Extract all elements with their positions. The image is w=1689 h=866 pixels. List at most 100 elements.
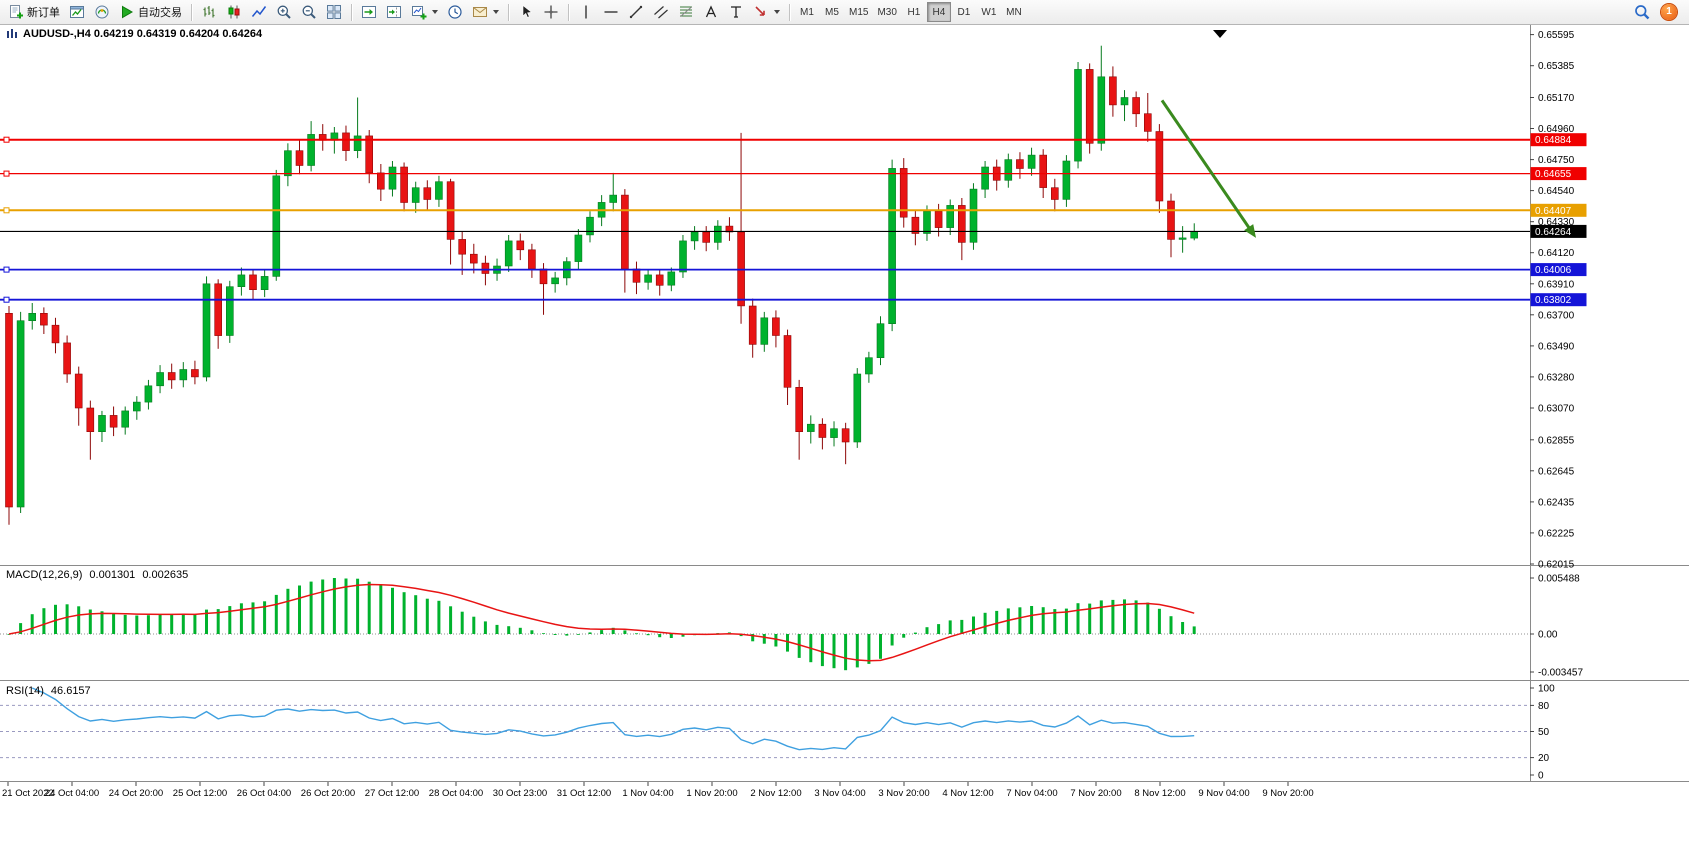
line-handle[interactable] [3, 136, 10, 143]
crosshair-button[interactable] [539, 2, 563, 22]
tile-windows-button[interactable] [322, 2, 346, 22]
timeframe-mn-button[interactable]: MN [1002, 2, 1026, 22]
toolbar-separator [508, 3, 509, 21]
label-button[interactable] [724, 2, 748, 22]
new-order-button[interactable]: 新订单 [4, 2, 64, 22]
zoom-out-button[interactable] [297, 2, 321, 22]
macd-bar [30, 614, 34, 634]
macd-bar [669, 634, 673, 638]
candle-up [16, 320, 25, 508]
search-button[interactable] [1630, 2, 1654, 22]
line-handle[interactable] [3, 207, 10, 214]
time-label: 27 Oct 12:00 [365, 788, 419, 799]
dropdown-caret-icon [774, 10, 780, 14]
timeframe-h1-button[interactable]: H1 [902, 2, 926, 22]
candle-up [353, 135, 362, 152]
macd-bar [449, 606, 453, 634]
price-label-text: 0.64407 [1535, 206, 1572, 217]
search-icon [1635, 5, 1650, 20]
candle-down [481, 262, 490, 274]
candle-down [63, 342, 71, 375]
main-toolbar: 新订单 自动交易 M1 M5 M15 M30 H1 H4 D1 W1 MN 1 [0, 0, 1689, 25]
timeframe-m15-button[interactable]: M15 [845, 2, 872, 22]
chart-shift-button[interactable] [382, 2, 406, 22]
macd-bar [274, 594, 278, 634]
timeframe-m5-button[interactable]: M5 [820, 2, 844, 22]
profiles-button[interactable] [90, 2, 114, 22]
candle-up [644, 274, 652, 283]
price-label-text: 0.64006 [1535, 265, 1572, 276]
arrows-button[interactable] [749, 2, 784, 22]
candle-down [342, 132, 350, 151]
new-chart-icon [412, 6, 427, 20]
timeframe-m1-button[interactable]: M1 [795, 2, 819, 22]
timeframe-h4-button[interactable]: H4 [926, 2, 951, 22]
candles-chart-button[interactable] [222, 2, 246, 22]
macd-bar [1064, 608, 1068, 634]
macd-bar [425, 598, 429, 634]
macd-bar [658, 634, 662, 638]
autotrade-button[interactable]: 自动交易 [115, 2, 186, 22]
cursor-button[interactable] [514, 2, 538, 22]
macd-bar [995, 610, 999, 634]
line-chart-button[interactable] [247, 2, 271, 22]
time-label: 1 Nov 04:00 [622, 788, 673, 799]
fibonacci-button[interactable] [674, 2, 698, 22]
timeframe-d1-button[interactable]: D1 [952, 2, 976, 22]
macd-bar [193, 614, 197, 634]
candle-up [435, 181, 443, 200]
rsi-axis[interactable]: 100 80 50 20 0 [1530, 684, 1555, 782]
toolbar-separator [191, 3, 192, 21]
crosshair-icon [544, 5, 558, 19]
play-icon [122, 5, 133, 19]
timeframe-w1-button[interactable]: W1 [977, 2, 1001, 22]
candle-down [109, 415, 118, 428]
channel-button[interactable] [649, 2, 673, 22]
macd-axis[interactable]: 0.005488 0.00 -0.003457 [1530, 574, 1583, 679]
charts-window-button[interactable] [65, 2, 89, 22]
vertical-line-button[interactable] [574, 2, 598, 22]
macd-bar [879, 634, 882, 659]
notification-badge[interactable]: 1 [1661, 4, 1677, 20]
price-chart[interactable]: 0.65595 0.65385 0.65170 0.64960 0.64750 0.645… [0, 25, 1689, 866]
macd-bar [135, 615, 139, 634]
price-tick-label: 0.62435 [1538, 497, 1575, 508]
line-handle[interactable] [3, 296, 10, 303]
macd-bar [367, 581, 371, 634]
bars-chart-button[interactable] [197, 2, 221, 22]
macd-bar [983, 612, 987, 634]
period-clock-button[interactable] [443, 2, 467, 22]
macd-bar [1030, 606, 1034, 634]
price-label-text: 0.64264 [1535, 227, 1572, 238]
templates-button[interactable] [468, 2, 503, 22]
price-label-text: 0.64884 [1535, 135, 1572, 146]
price-axis[interactable]: 0.65595 0.65385 0.65170 0.64960 0.64750 0.645… [1530, 30, 1575, 571]
macd-bar [205, 609, 208, 634]
horizontal-line-button[interactable] [599, 2, 623, 22]
trendline-button[interactable] [624, 2, 648, 22]
time-label: 24 Oct 20:00 [109, 788, 163, 799]
candle-up [260, 276, 269, 290]
zoom-in-button[interactable] [272, 2, 296, 22]
line-chart-icon [251, 6, 267, 17]
candle-down [249, 274, 257, 290]
line-handle[interactable] [3, 170, 10, 177]
macd-bar [123, 614, 127, 634]
trend-arrow[interactable] [1160, 99, 1253, 232]
chart-area: 0.65595 0.65385 0.65170 0.64960 0.64750 0.645… [0, 25, 1689, 866]
price-tick-label: 0.64960 [1538, 124, 1575, 135]
templates-icon [473, 7, 487, 17]
macd-signal-line [8, 583, 1195, 662]
macd-histogram [7, 578, 1196, 671]
line-handle[interactable] [3, 266, 10, 273]
text-button[interactable] [699, 2, 723, 22]
price-tick-label: 0.62645 [1538, 466, 1575, 477]
new-chart-button[interactable] [407, 2, 442, 22]
candle-up [609, 194, 618, 203]
macd-bar [1181, 622, 1185, 634]
auto-scroll-button[interactable] [357, 2, 381, 22]
macd-bar [100, 611, 104, 634]
timeframe-m30-button[interactable]: M30 [873, 2, 900, 22]
time-label: 28 Oct 04:00 [429, 788, 483, 799]
